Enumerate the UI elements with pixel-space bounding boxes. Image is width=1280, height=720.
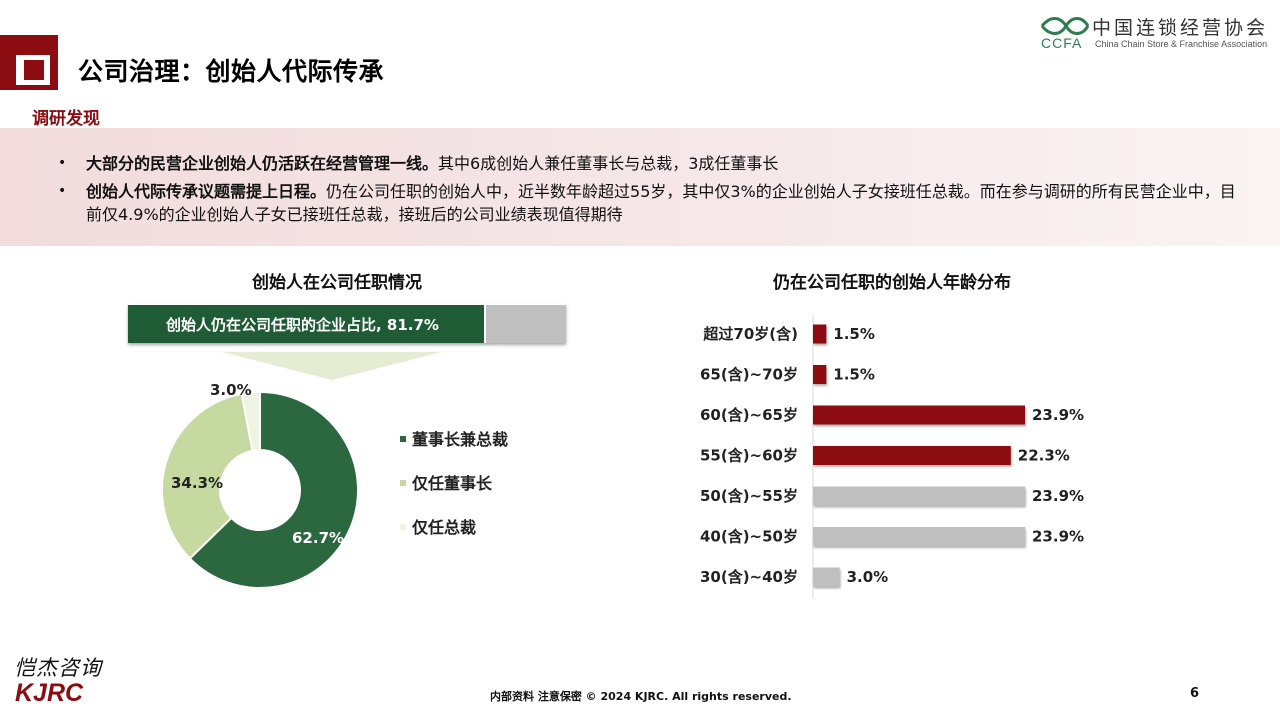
logo-text-abbr: CCFA: [1041, 35, 1083, 51]
ccfa-logo-icon: [1040, 17, 1090, 35]
bar-category-label: 40(含)~50岁: [700, 528, 798, 546]
bar-value-label: 1.5%: [833, 366, 875, 384]
logo-text-en: China Chain Store & Franchise Associatio…: [1095, 39, 1268, 49]
bar: [813, 446, 1011, 465]
corner-accent-square: [24, 60, 44, 80]
right-chart-title: 仍在公司任职的创始人年龄分布: [773, 273, 1011, 293]
bar-value-label: 3.0%: [847, 568, 889, 586]
finding-text: 仍在公司任职的创始人中，近半数年龄超过55岁，其中仅3%的企业创始人子女接班任总…: [86, 182, 1236, 224]
finding-bold: 创始人代际传承议题需提上日程。: [86, 182, 327, 201]
bullet-icon: •: [58, 155, 67, 171]
banner-bar: 创始人仍在公司任职的企业占比, 81.7%: [128, 303, 566, 343]
legend-item: 仅任总裁: [400, 514, 476, 538]
bar-category-label: 60(含)~65岁: [700, 406, 798, 424]
bar-value-label: 23.9%: [1032, 528, 1084, 546]
legend-label: 仅任董事长: [412, 474, 493, 493]
donut-slice: [161, 392, 254, 560]
findings-label: 调研发现: [32, 109, 100, 129]
donut-data-label: 62.7%: [292, 529, 345, 547]
finding-text: 其中6成创始人兼任董事长与总裁，3成任董事长: [438, 154, 779, 173]
bar: [813, 486, 1025, 506]
page-title: 公司治理：创始人代际传承: [78, 57, 385, 86]
legend-swatch: [400, 523, 406, 530]
logo-text-cn: 中国连锁经营协会: [1092, 17, 1269, 39]
donut-data-label: 34.3%: [171, 474, 224, 492]
donut-slice: [240, 390, 261, 452]
legend-item: 董事长兼总裁: [400, 426, 508, 450]
bar-category-label: 55(含)~60岁: [700, 447, 798, 465]
legend-item: 仅任董事长: [400, 470, 492, 494]
banner-text: 创始人仍在公司任职的企业占比, 81.7%: [166, 316, 439, 334]
bar-value-label: 23.9%: [1032, 406, 1084, 424]
bullet-icon: •: [58, 183, 67, 199]
findings-box: [0, 128, 1280, 246]
footer-note: 内部资料 注意保密 © 2024 KJRC. All rights reserv…: [490, 690, 792, 703]
footer-brand-script: 恺杰咨询: [14, 656, 102, 680]
left-chart-title: 创始人在公司任职情况: [252, 273, 422, 293]
finding-item: • 创始人代际传承议题需提上日程。仍在公司任职的创始人中，近半数年龄超过55岁，…: [58, 180, 1238, 226]
finding-item: • 大部分的民营企业创始人仍活跃在经营管理一线。其中6成创始人兼任董事长与总裁，…: [58, 152, 1238, 175]
footer-brand-logo: KJRC: [15, 679, 84, 707]
age-bar-chart: 超过70岁(含) 1.5% 65(含)~70岁 1.5% 60(含)~65岁 23.9% 5…: [700, 315, 1084, 599]
bar-category-label: 超过70岁(含): [702, 325, 798, 343]
funnel-connector: [222, 352, 442, 380]
legend-swatch: [400, 479, 406, 486]
legend-label: 仅任总裁: [412, 518, 477, 537]
page-number: 6: [1190, 686, 1200, 701]
bar-value-label: 22.3%: [1018, 447, 1070, 465]
donut-slice: [188, 390, 359, 589]
donut-data-label: 3.0%: [210, 381, 252, 399]
bar-value-label: 23.9%: [1032, 487, 1084, 505]
finding-bold: 大部分的民营企业创始人仍活跃在经营管理一线。: [86, 154, 439, 173]
banner-fill: [128, 305, 486, 343]
bar-value-label: 1.5%: [833, 325, 875, 343]
bar: [813, 405, 1025, 425]
bar: [813, 324, 827, 344]
bar-category-label: 30(含)~40岁: [700, 568, 798, 586]
bar-category-label: 50(含)~55岁: [700, 487, 798, 505]
legend-swatch: [400, 435, 406, 442]
legend-label: 董事长兼总裁: [412, 430, 509, 449]
bar: [813, 527, 1025, 546]
bar-category-label: 65(含)~70岁: [700, 366, 798, 384]
bar: [813, 567, 840, 587]
bar: [813, 365, 827, 384]
donut-chart: [161, 390, 359, 589]
